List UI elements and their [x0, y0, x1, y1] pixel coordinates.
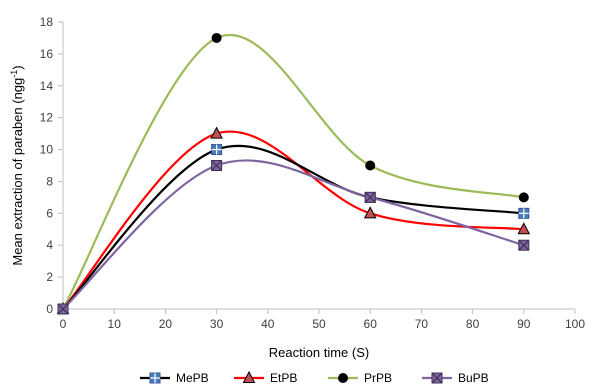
x-tick-label: 50	[312, 317, 326, 331]
y-tick-label: 14	[40, 79, 54, 93]
y-axis-title-main: Mean extraction of paraben (ngg	[10, 78, 25, 266]
y-tick-label: 18	[40, 15, 54, 29]
y-tick-label: 6	[46, 206, 53, 220]
marker-bupb	[518, 239, 530, 251]
x-tick-label: 80	[466, 317, 480, 331]
y-tick-label: 8	[46, 174, 53, 188]
series-line-bupb	[62, 159, 525, 310]
marker-etpb	[517, 222, 531, 235]
legend-label: PrPB	[364, 371, 392, 385]
marker-bupb-d2	[211, 160, 223, 171]
legend-label: EtPB	[270, 371, 297, 385]
x-tick-label: 90	[517, 317, 531, 331]
marker-bupb-d2	[518, 239, 530, 251]
marker-prpb	[211, 32, 222, 43]
marker-mepb	[211, 144, 223, 156]
legend-item-mepb: MePB	[140, 371, 209, 385]
series-line-etpb	[62, 130, 524, 310]
x-tick-label: 100	[565, 317, 585, 331]
marker-bupb	[364, 191, 376, 203]
marker-mepb	[518, 207, 530, 219]
marker-bupb-d2	[57, 303, 69, 315]
legend-item-prpb: PrPB	[328, 371, 392, 385]
legend-label: BuPB	[458, 371, 489, 385]
legend-label: MePB	[176, 371, 209, 385]
series-lines	[62, 34, 525, 310]
legend-swatch-marker	[431, 372, 443, 384]
x-tick-label: 40	[261, 317, 275, 331]
x-tick-label: 70	[415, 317, 429, 331]
marker-prpb	[365, 160, 376, 171]
y-axis-title-end: )	[10, 65, 25, 69]
y-tick-label: 2	[46, 270, 53, 284]
marker-bupb-d2	[364, 191, 376, 203]
legend-item-bupb: BuPB	[422, 371, 489, 385]
y-tick-label: 0	[46, 302, 53, 316]
x-axis-title: Reaction time (S)	[269, 345, 369, 360]
y-tick-label: 12	[40, 111, 54, 125]
tick-labels: 0 10 20 30 40 50 60 70 80 90 100 0 2 4 6 8 10 12 14 16 18	[40, 15, 586, 331]
x-tick-label: 10	[108, 317, 122, 331]
y-axis-title-sup: -1	[9, 70, 19, 78]
y-tick-label: 4	[46, 238, 53, 252]
legend-swatch-marker	[149, 372, 161, 384]
legend-swatch-marker-d2	[431, 372, 443, 384]
legend-swatch-marker	[338, 373, 348, 383]
marker-etpb	[363, 206, 377, 219]
x-tick-label: 30	[210, 317, 224, 331]
marker-bupb	[211, 160, 223, 171]
series-line-prpb	[62, 34, 525, 310]
marker-prpb	[518, 192, 529, 203]
y-axis-title: Mean extraction of paraben (ngg-1)	[9, 65, 25, 265]
x-tick-label: 60	[364, 317, 378, 331]
y-tick-label: 16	[40, 47, 54, 61]
legend: MePB EtPB PrPB BuPB	[140, 370, 489, 385]
axes	[58, 21, 576, 314]
series-line-mepb	[62, 144, 524, 310]
legend-swatch-marker	[242, 370, 256, 383]
series-markers	[56, 32, 531, 315]
marker-etpb	[210, 126, 223, 139]
y-tick-label: 10	[40, 143, 54, 157]
legend-item-etpb: EtPB	[234, 370, 297, 385]
x-tick-label: 20	[159, 317, 173, 331]
x-tick-label: 0	[60, 317, 67, 331]
marker-bupb	[57, 303, 69, 315]
